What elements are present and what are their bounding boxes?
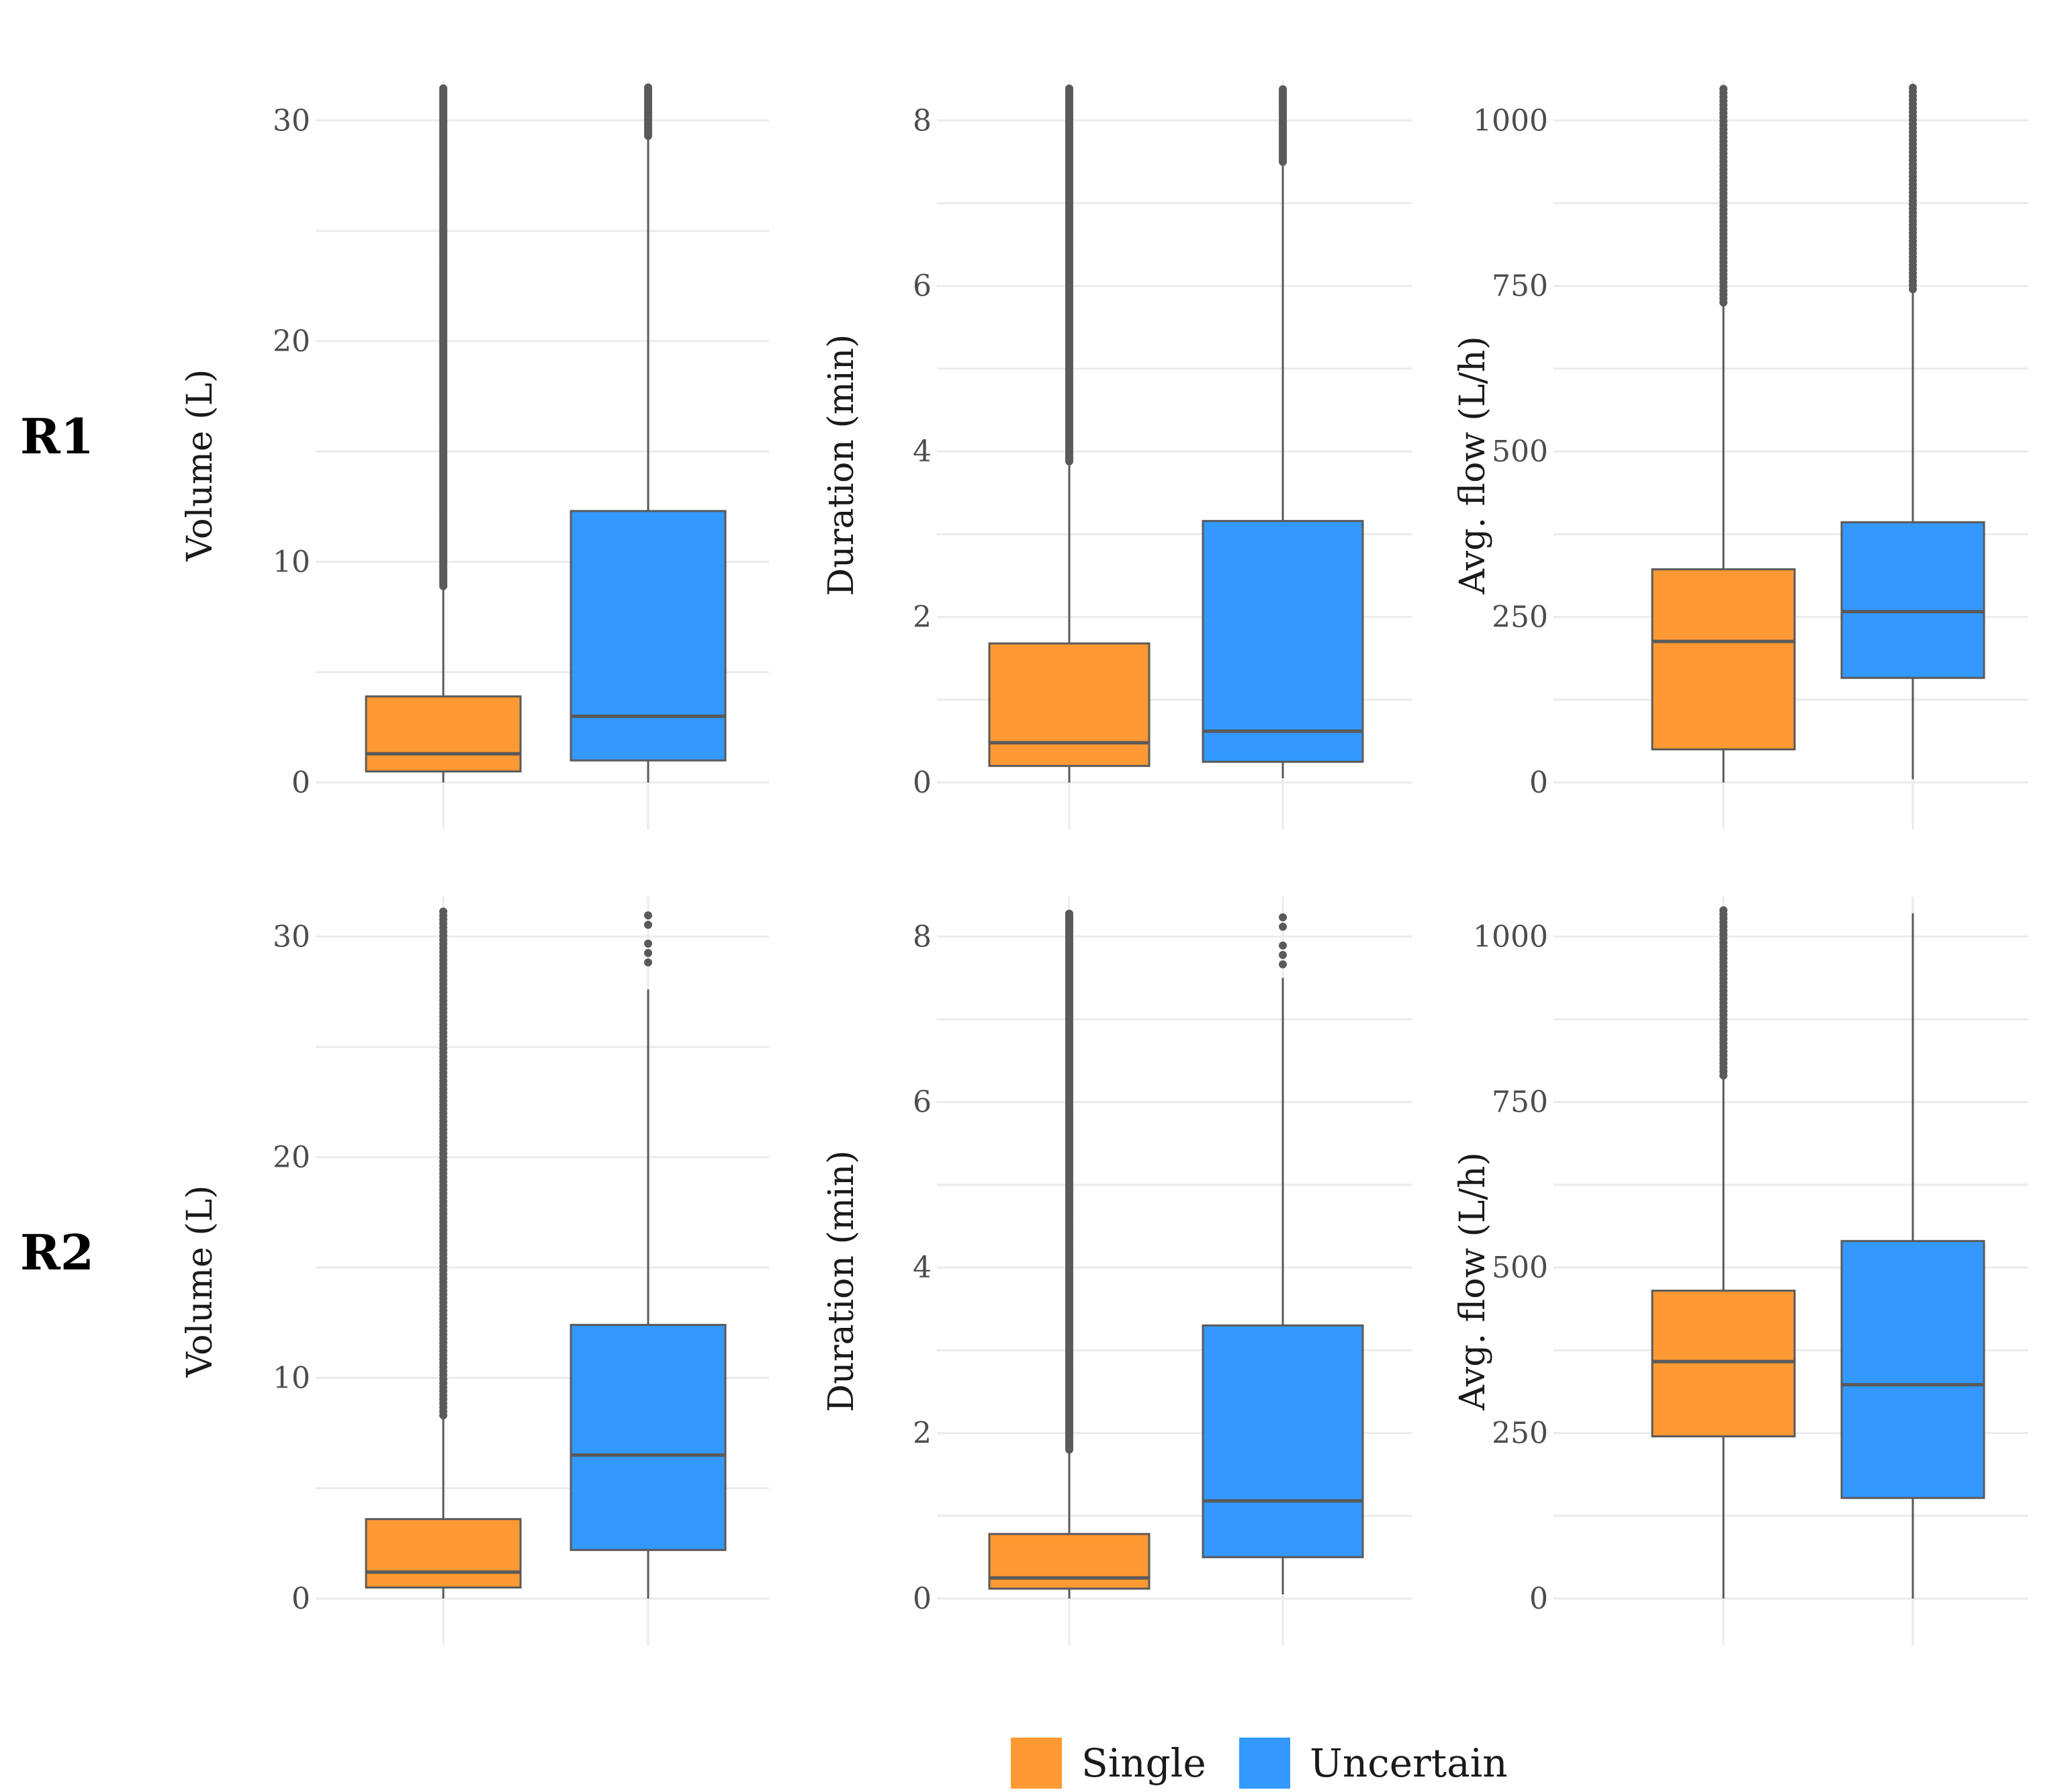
legend-swatch-uncertain <box>1239 1738 1290 1789</box>
outlier-point <box>1279 950 1287 959</box>
outlier-point <box>1279 960 1287 969</box>
legend-label-single: Single <box>1081 1740 1206 1786</box>
y-tick-label: 0 <box>913 766 932 800</box>
y-tick-label: 30 <box>273 103 310 138</box>
panel-r2-1: 0 10 20 30 Volume (L) <box>180 897 769 1646</box>
y-axis-title: Duration (min) <box>821 334 862 596</box>
panel-r2-3: 0 250 500 750 1000 Avg. flow (L/h) <box>1453 897 2028 1646</box>
y-tick-label: 750 <box>1492 1085 1548 1120</box>
y-tick-label: 500 <box>1492 435 1548 469</box>
y-tick-label: 250 <box>1492 600 1548 635</box>
y-tick-label: 20 <box>273 1140 310 1175</box>
y-tick-label: 0 <box>1529 766 1548 800</box>
outlier-point <box>439 907 447 916</box>
y-tick-label: 0 <box>1529 1582 1548 1616</box>
y-tick-label: 10 <box>273 545 310 579</box>
outlier-point <box>1279 941 1287 950</box>
outlier-point <box>1279 922 1287 931</box>
y-tick-label: 2 <box>913 1417 932 1451</box>
box-single <box>988 642 1151 767</box>
panel-r1-2: 0 2 4 6 8 Duration (min) <box>821 81 1412 830</box>
y-tick-label: 750 <box>1492 269 1548 304</box>
box-uncertain <box>570 1324 727 1552</box>
row-label-r1: R1 <box>20 408 94 465</box>
outlier-point <box>1279 85 1287 93</box>
outlier-point <box>644 939 652 948</box>
y-tick-label: 6 <box>913 269 932 304</box>
y-tick-label: 30 <box>273 920 310 954</box>
box-single <box>365 695 522 773</box>
box-single <box>365 1518 522 1589</box>
y-axis-title: Volume (L) <box>180 369 220 562</box>
box-single <box>1651 568 1796 751</box>
y-tick-label: 0 <box>913 1582 932 1616</box>
y-tick-label: 500 <box>1492 1251 1548 1285</box>
panel-r1-1: 0 10 20 30 Volume (L) <box>180 81 769 830</box>
y-tick-label: 250 <box>1492 1417 1548 1451</box>
panel-r1-3: 0 250 500 750 1000 Avg. flow (L/h) <box>1453 81 2028 830</box>
outlier-point <box>1719 85 1727 93</box>
y-axis-title: Volume (L) <box>180 1185 220 1378</box>
outlier-point <box>644 958 652 967</box>
box-single <box>988 1533 1151 1590</box>
y-axis-title: Duration (min) <box>821 1151 862 1413</box>
outlier-point <box>644 948 652 957</box>
y-tick-label: 1000 <box>1473 103 1548 138</box>
legend-swatch-single <box>1011 1738 1062 1789</box>
y-tick-label: 10 <box>273 1361 310 1395</box>
outlier-point <box>1065 909 1073 918</box>
outlier-point <box>1719 906 1727 915</box>
row-label-r2: R2 <box>20 1224 94 1281</box>
box-uncertain <box>1202 1324 1364 1558</box>
box-uncertain <box>1840 1240 1985 1499</box>
y-tick-label: 6 <box>913 1085 932 1120</box>
outlier-point <box>439 84 447 93</box>
panel-r2-2: 0 2 4 6 8 Duration (min) <box>821 897 1412 1646</box>
outlier-point <box>644 920 652 929</box>
y-tick-label: 8 <box>913 103 932 138</box>
box-uncertain <box>1202 520 1364 763</box>
y-tick-label: 20 <box>273 324 310 359</box>
box-uncertain <box>1840 521 1985 679</box>
outlier-point <box>1909 83 1917 92</box>
outlier-point <box>644 83 652 92</box>
y-tick-label: 0 <box>291 766 310 800</box>
outlier-point <box>1279 913 1287 922</box>
row-labels: R1 R2 <box>20 408 94 1281</box>
outlier-point <box>644 911 652 920</box>
legend-label-uncertain: Uncertain <box>1310 1740 1508 1786</box>
y-tick-label: 4 <box>913 435 932 469</box>
y-tick-label: 0 <box>291 1582 310 1616</box>
y-axis-title: Avg. flow (L/h) <box>1453 1152 1493 1410</box>
legend: Single Uncertain <box>1011 1738 1508 1789</box>
y-tick-label: 2 <box>913 600 932 635</box>
outlier-point <box>1065 84 1073 93</box>
y-tick-label: 1000 <box>1473 920 1548 954</box>
y-axis-title: Avg. flow (L/h) <box>1453 336 1493 594</box>
box-uncertain <box>570 510 727 762</box>
box-single <box>1651 1290 1796 1437</box>
y-tick-label: 8 <box>913 920 932 954</box>
y-tick-label: 4 <box>913 1251 932 1285</box>
